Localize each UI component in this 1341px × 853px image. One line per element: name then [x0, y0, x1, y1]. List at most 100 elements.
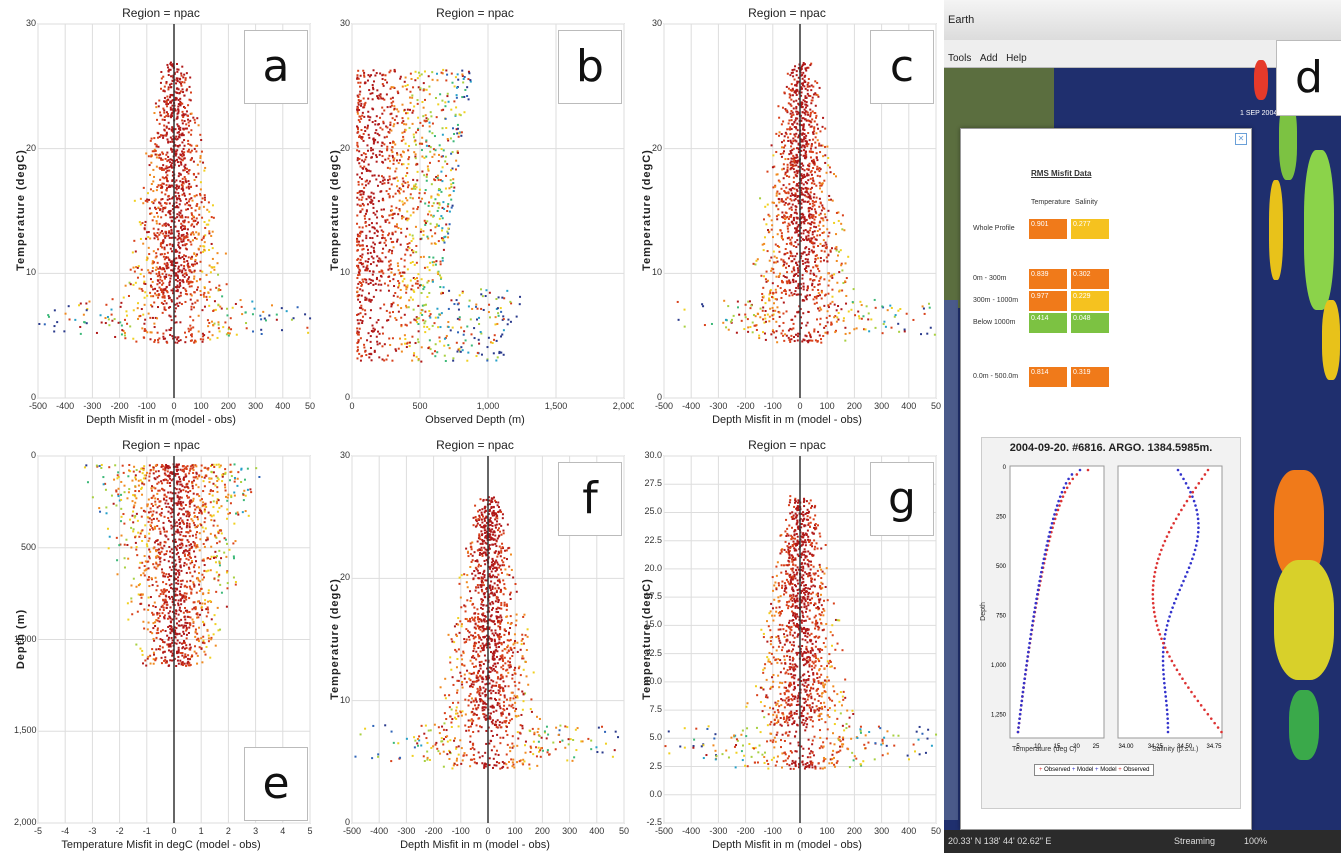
temp-tick-label: 10 [1034, 744, 1041, 750]
menu-add[interactable]: Add [979, 53, 998, 64]
depth-tick-label: 0 [1003, 465, 1007, 471]
profile-point [1188, 495, 1192, 498]
float-marker[interactable] [1322, 300, 1340, 380]
popup-close-icon[interactable]: ✕ [1235, 133, 1247, 145]
float-marker[interactable] [1254, 60, 1268, 100]
plot-panel-c: Region = npac Depth Misfit in m (model - … [634, 0, 941, 428]
menu-tools[interactable]: Tools [948, 53, 972, 64]
panel-title: Region = npac [436, 438, 514, 452]
salinity-misfit-cell: 0.302 [1071, 269, 1109, 289]
profile-chart: 2004-09-20. #6816. ARGO. 1384.5985m. 0 25… [980, 437, 1241, 809]
legend-item: Model [1077, 767, 1094, 773]
profile-point [1166, 726, 1170, 729]
profile-point [1021, 690, 1025, 694]
profile-point [1171, 606, 1174, 609]
profile-point [1168, 655, 1171, 658]
x-tick-label: 50 [930, 826, 941, 836]
profile-point [1213, 721, 1216, 725]
profile-point [1193, 548, 1197, 552]
x-tick-label: 3 [253, 826, 259, 836]
profile-point [1174, 517, 1178, 521]
profile-point [1158, 633, 1162, 636]
profile-point [1054, 508, 1058, 512]
x-tick-label: -500 [654, 826, 673, 836]
profile-point [1062, 486, 1066, 490]
y-tick-label: 1,500 [14, 725, 37, 736]
y-tick-label: 10 [339, 694, 350, 705]
profile-point [1039, 570, 1043, 574]
earth-menubar: Tools Add Help [944, 40, 1341, 68]
x-tick-label: 50 [618, 826, 629, 836]
temp-tick-label: 25 [1093, 744, 1100, 750]
y-tick-label: -2.5 [646, 817, 662, 827]
y-tick-label: 7.5 [649, 704, 662, 715]
y-tick-label: 30 [651, 18, 662, 28]
x-tick-label: 0 [797, 826, 803, 836]
profile-point [1035, 593, 1039, 596]
x-tick-label: 0 [797, 401, 803, 411]
profile-point [1163, 633, 1167, 636]
profile-point [1055, 513, 1058, 516]
y-tick-label: 0 [344, 817, 350, 827]
profile-point [1196, 513, 1199, 516]
x-tick-label: 100 [819, 401, 835, 411]
profile-point [1158, 553, 1162, 556]
status-coords: 20.33' N 138' 44' 02.62" E [948, 836, 1052, 846]
x-tick-label: 0 [171, 401, 177, 411]
y-tick-label: 0 [30, 392, 36, 402]
x-tick-label: 200 [534, 826, 550, 836]
plot-panel-a: Region = npac Depth Misfit in m (model - … [8, 0, 315, 428]
profile-point [1078, 468, 1082, 472]
profile-point [1196, 699, 1200, 703]
profile-point [1179, 473, 1183, 476]
plot-panel-f: Region = npac Depth Misfit in m (model - … [322, 432, 629, 853]
depth-tick-label: 1,000 [991, 663, 1007, 669]
profile-point [1020, 699, 1024, 703]
profile-point [1042, 557, 1046, 561]
salinity-misfit-cell: 0.277 [1071, 219, 1109, 239]
float-marker[interactable] [1289, 690, 1319, 760]
y-tick-label: 2,000 [14, 817, 37, 827]
profile-point [1166, 619, 1170, 623]
profile-point [1061, 495, 1065, 498]
menu-help[interactable]: Help [1006, 53, 1027, 64]
x-tick-label: 50 [930, 401, 941, 411]
profile-point [1163, 539, 1167, 543]
profile-point [1178, 672, 1181, 676]
profile-point [1017, 721, 1021, 725]
float-marker[interactable] [1304, 150, 1334, 310]
x-tick-label: 300 [874, 401, 890, 411]
y-tick-label: 15.0 [644, 619, 662, 630]
profile-point [1197, 526, 1200, 530]
temp-tick-label: 5 [1016, 744, 1020, 750]
y-tick-label: 2.5 [649, 760, 662, 771]
y-tick-label: 30 [339, 18, 350, 28]
float-marker[interactable] [1274, 560, 1334, 680]
profile-point [1152, 575, 1156, 578]
profile-point [1165, 650, 1169, 654]
float-marker[interactable] [1269, 180, 1283, 280]
profile-point [1151, 597, 1155, 601]
profile-point [1176, 468, 1180, 472]
profile-point [1187, 486, 1190, 490]
x-tick-label: 400 [275, 401, 291, 411]
panel-letter-c: c [870, 30, 934, 104]
profile-point [1196, 530, 1200, 534]
x-tick-label: 400 [901, 826, 917, 836]
profile-point [1176, 593, 1180, 596]
float-marker[interactable] [1279, 100, 1297, 180]
profile-point [1195, 508, 1198, 512]
profile-point [1196, 535, 1200, 538]
y-tick-label: 1,000 [14, 633, 37, 644]
col-salinity: Salinity [1075, 199, 1098, 206]
x-tick-label: -200 [736, 826, 755, 836]
x-tick-label: -300 [83, 401, 102, 411]
x-tick-label: 500 [412, 401, 428, 411]
x-tick-label: 0 [485, 826, 491, 836]
profile-point [1155, 561, 1159, 565]
profile-point [1191, 557, 1194, 561]
y-tick-label: 27.5 [644, 478, 662, 489]
profile-point [1036, 588, 1040, 592]
profile-point [1160, 637, 1163, 641]
profile-point [1070, 473, 1074, 476]
